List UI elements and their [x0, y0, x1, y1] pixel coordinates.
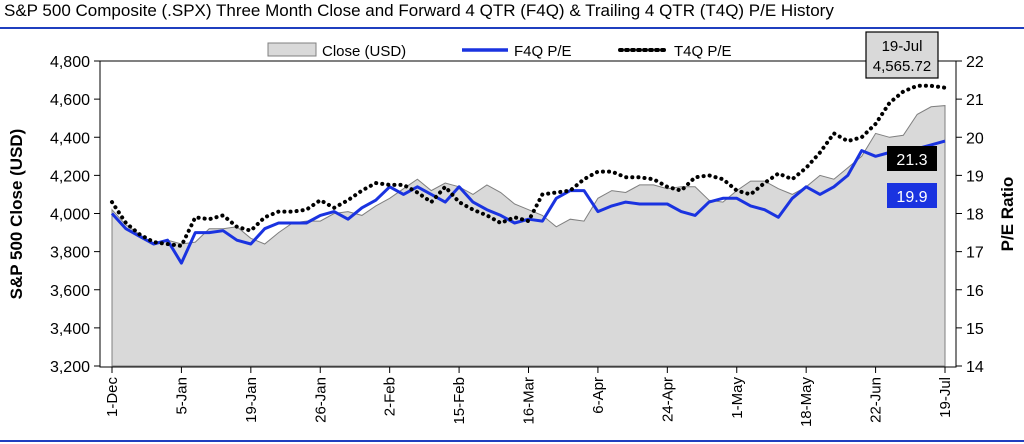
f4q-value-label: 19.9 — [896, 189, 927, 206]
right-axis-tick-label: 16 — [966, 283, 984, 300]
legend-label-close: Close (USD) — [322, 43, 406, 60]
f4q-value-box — [887, 183, 937, 208]
x-axis-tick-label: 1-May — [729, 377, 746, 419]
chart-title: S&P 500 Composite (.SPX) Three Month Clo… — [4, 1, 834, 20]
right-axis-tick-label: 15 — [966, 321, 984, 338]
y-axis-left-title: S&P 500 Close (USD) — [7, 129, 26, 300]
x-axis-tick-label: 19-Jan — [243, 377, 260, 423]
x-axis-tick-label: 16-Mar — [521, 377, 538, 425]
x-axis-tick-label: 15-Feb — [451, 377, 468, 425]
left-axis-tick-label: 4,400 — [50, 130, 90, 147]
last-close-value: 4,565.72 — [873, 58, 931, 75]
x-axis-tick-label: 24-Apr — [659, 377, 676, 422]
legend-swatch-close — [267, 42, 317, 57]
right-axis-tick-label: 21 — [966, 92, 984, 109]
left-axis-tick-label: 3,400 — [50, 321, 90, 338]
series-close-area — [111, 105, 946, 367]
x-axis-tick-label: 1-Dec — [104, 377, 121, 418]
left-axis-tick-label: 4,200 — [50, 168, 90, 185]
left-axis-tick-label: 4,600 — [50, 92, 90, 109]
series-t4q-line — [110, 83, 947, 249]
x-axis-tick-label: 22-Jun — [868, 377, 885, 423]
x-axis-tick-label: 18-May — [798, 377, 815, 428]
f4q-value-tag: 19.9 — [887, 183, 937, 208]
title-divider — [0, 27, 1024, 29]
x-axis-tick-label: 19-Jul — [937, 377, 954, 418]
left-axis-tick-label: 3,200 — [50, 359, 90, 376]
legend: Close (USD) F4Q P/E T4Q P/E — [267, 42, 732, 60]
t4q-value-box — [887, 146, 937, 171]
right-axis-tick-label: 20 — [966, 130, 984, 147]
x-axis-tick-label: 26-Jan — [312, 377, 329, 423]
t4q-value-tag: 21.3 — [887, 146, 937, 171]
last-close-box — [865, 31, 939, 79]
y-axis-right-title: P/E Ratio — [998, 177, 1017, 252]
left-axis-tick-label: 4,000 — [50, 207, 90, 224]
left-axis-tick-label: 4,800 — [50, 54, 90, 71]
legend-label-t4q: T4Q P/E — [674, 43, 732, 60]
x-axis-tick-label: 6-Apr — [590, 377, 607, 414]
right-axis-tick-label: 22 — [966, 54, 984, 71]
x-axis-tick-label: 2-Feb — [382, 377, 399, 416]
right-axis-tick-label: 19 — [966, 168, 984, 185]
last-close-date: 19-Jul — [882, 38, 923, 55]
right-axis-tick-label: 17 — [966, 245, 984, 262]
bottom-divider — [0, 440, 1024, 442]
t4q-value-label: 21.3 — [896, 152, 927, 169]
right-axis-tick-label: 18 — [966, 207, 984, 224]
left-axis-tick-label: 3,800 — [50, 245, 90, 262]
legend-label-f4q: F4Q P/E — [514, 43, 572, 60]
x-axis-tick-label: 5-Jan — [173, 377, 190, 415]
right-axis-tick-label: 14 — [966, 359, 984, 376]
last-close-callout: 19-Jul 4,565.72 — [865, 31, 939, 79]
left-axis-tick-label: 3,600 — [50, 283, 90, 300]
